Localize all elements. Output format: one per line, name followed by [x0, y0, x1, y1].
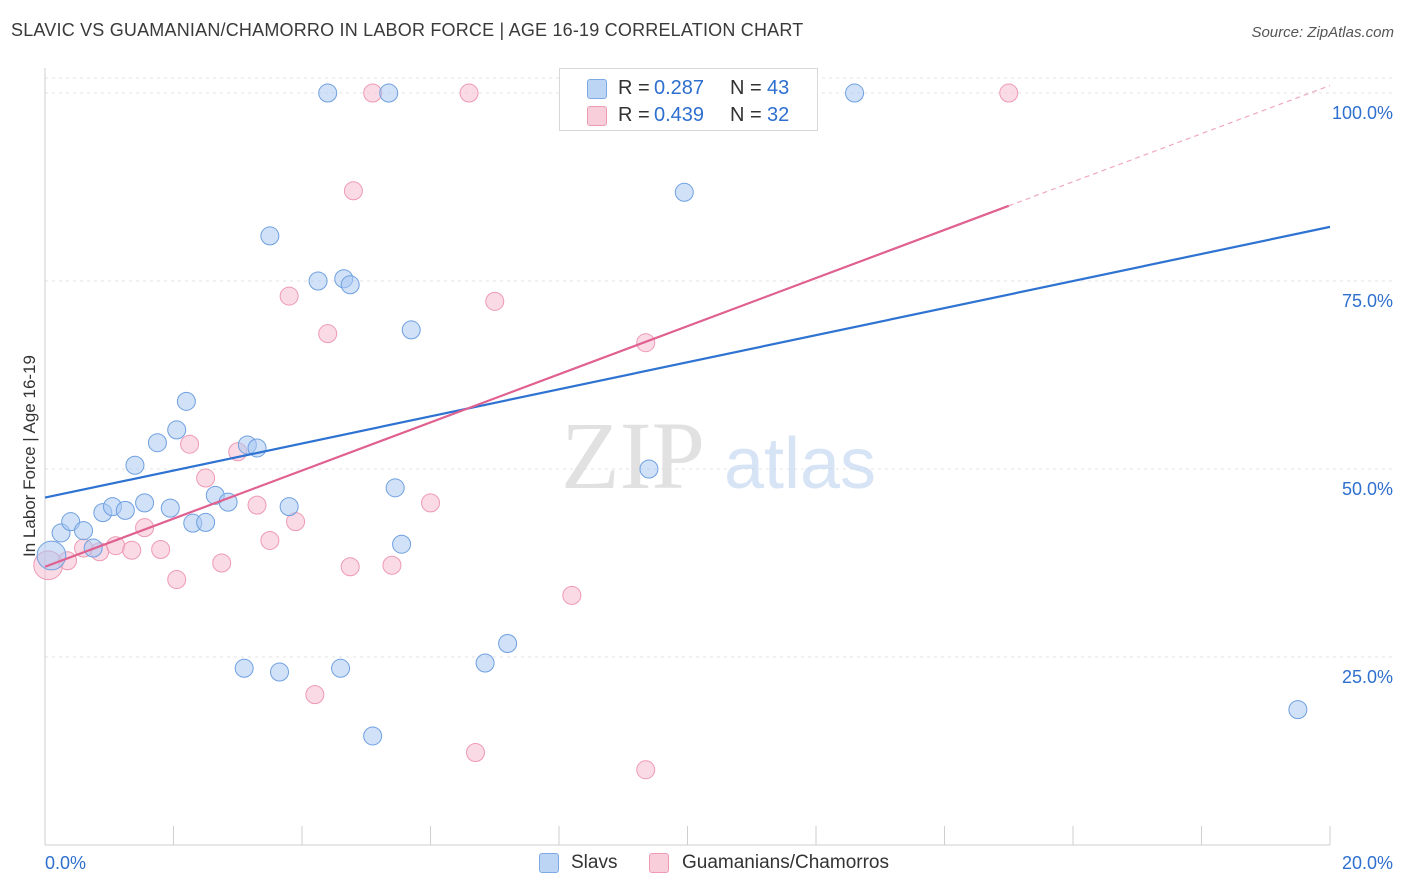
slavs-point: [845, 83, 865, 103]
slavs-point: [392, 534, 412, 554]
guamanian-point: [562, 585, 582, 605]
slavs-point: [196, 512, 216, 532]
legend-row-slavs: R = 0.287 N = 43: [560, 74, 817, 100]
slavs-point: [385, 478, 405, 498]
legend-n-label: N =: [730, 77, 762, 99]
slavs-point: [135, 493, 155, 513]
x-tick-label: 0.0%: [45, 853, 86, 873]
guamanian-point: [485, 291, 505, 311]
guamanian-point: [421, 493, 440, 513]
guamanian-point: [180, 434, 200, 454]
slavs-point: [270, 662, 290, 682]
guamanian-point: [212, 553, 232, 573]
trend-lines: [44, 84, 1331, 568]
slavs-point: [147, 433, 167, 453]
correlation-legend: R = 0.287 N = 43 R = 0.439 N = 32: [559, 68, 818, 131]
guamanian-point: [122, 540, 142, 560]
y-tick-label: 50.0%: [1342, 479, 1393, 499]
chart-title: SLAVIC VS GUAMANIAN/CHAMORRO IN LABOR FO…: [11, 20, 804, 40]
guamanian-point: [279, 286, 299, 306]
slavs-point: [379, 83, 399, 103]
legend-row-guamanians: R = 0.439 N = 32: [560, 101, 817, 127]
slavs-point: [639, 459, 659, 479]
guamanian-point: [363, 83, 383, 103]
axes: [44, 68, 1331, 846]
watermark-zip: ZIP: [561, 402, 705, 509]
slavs-point: [160, 498, 180, 518]
y-tick-label: 25.0%: [1342, 667, 1393, 687]
guamanian-point: [247, 495, 267, 515]
y-tick-label: 75.0%: [1342, 291, 1393, 311]
guamanian-point: [999, 83, 1019, 103]
guamanian-point: [151, 539, 171, 559]
guamanian-point: [318, 324, 338, 344]
guamanian-point: [340, 557, 360, 577]
slavs-point: [674, 182, 694, 202]
guamanian-trend-line: [44, 204, 1010, 568]
slavs-point: [260, 226, 280, 246]
slavs-point: [36, 540, 67, 571]
slavs-point: [363, 726, 383, 746]
slavs-point: [115, 500, 135, 520]
legend-r-label: R =: [618, 77, 650, 99]
slavs-point: [176, 391, 196, 411]
guamanian-point: [459, 83, 479, 103]
guamanian-point: [260, 530, 280, 550]
slavs-point: [498, 633, 518, 653]
legend-r-value: 0.287: [654, 77, 705, 99]
y-axis-label: In Labor Force | Age 16-19: [20, 355, 39, 557]
watermark-atlas: atlas: [724, 424, 876, 504]
slavs-point: [234, 658, 254, 678]
legend-n-value: 43: [767, 77, 790, 99]
slavs-point: [475, 653, 495, 673]
slavs-trend-line: [44, 225, 1331, 499]
slavs-point: [308, 271, 328, 291]
guamanian-point: [636, 760, 656, 780]
guamanian-trend-extension: [1008, 84, 1331, 207]
guamanian-point: [196, 468, 216, 488]
slavs-point: [331, 658, 351, 678]
source-label: Source: ZipAtlas.com: [1251, 24, 1394, 41]
legend-r-value: 0.439: [654, 104, 705, 126]
watermark: ZIP atlas: [561, 402, 876, 509]
slavs-point: [279, 497, 299, 517]
slavs-point: [167, 420, 187, 440]
series-swatch-guamanians: [649, 853, 669, 873]
legend-r-label: R =: [618, 104, 650, 126]
legend-n-value: 32: [767, 104, 790, 126]
slavs-point: [340, 275, 360, 295]
guamanian-point: [167, 570, 187, 590]
y-tick-label: 100.0%: [1332, 103, 1393, 123]
series-swatch-slavs: [539, 853, 559, 873]
legend-swatch-guamanians: [587, 106, 607, 126]
series-label-guamanians: Guamanians/Chamorros: [682, 852, 889, 873]
slavs-point: [1288, 700, 1308, 720]
slavs-point: [74, 521, 94, 541]
guamanian-point: [382, 555, 402, 575]
legend-swatch-slavs: [587, 79, 607, 99]
guamanian-point: [305, 685, 325, 705]
slavs-point: [125, 455, 145, 475]
guamanian-point: [465, 743, 485, 763]
guamanian-point: [343, 181, 363, 201]
series-label-slavs: Slavs: [571, 852, 618, 873]
tick-labels: 25.0% 50.0% 75.0% 100.0% 0.0% 20.0%: [45, 103, 1393, 873]
data-points: [33, 83, 1308, 780]
x-tick-label: 20.0%: [1342, 853, 1393, 873]
gridlines: [45, 77, 1395, 658]
slavs-point: [401, 320, 421, 340]
slavs-point: [318, 83, 338, 103]
legend-n-label: N =: [730, 104, 762, 126]
